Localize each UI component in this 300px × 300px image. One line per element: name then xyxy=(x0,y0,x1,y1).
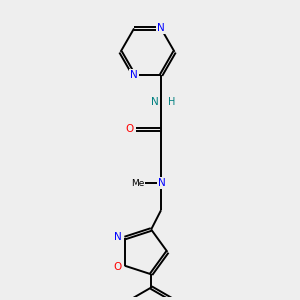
Text: N: N xyxy=(158,178,166,188)
Text: N: N xyxy=(130,70,138,80)
Text: N: N xyxy=(151,97,159,107)
Text: N: N xyxy=(157,23,165,34)
Text: N: N xyxy=(114,232,122,242)
Text: O: O xyxy=(125,124,134,134)
Text: O: O xyxy=(114,262,122,272)
Text: H: H xyxy=(168,97,175,107)
Text: Me: Me xyxy=(131,179,144,188)
